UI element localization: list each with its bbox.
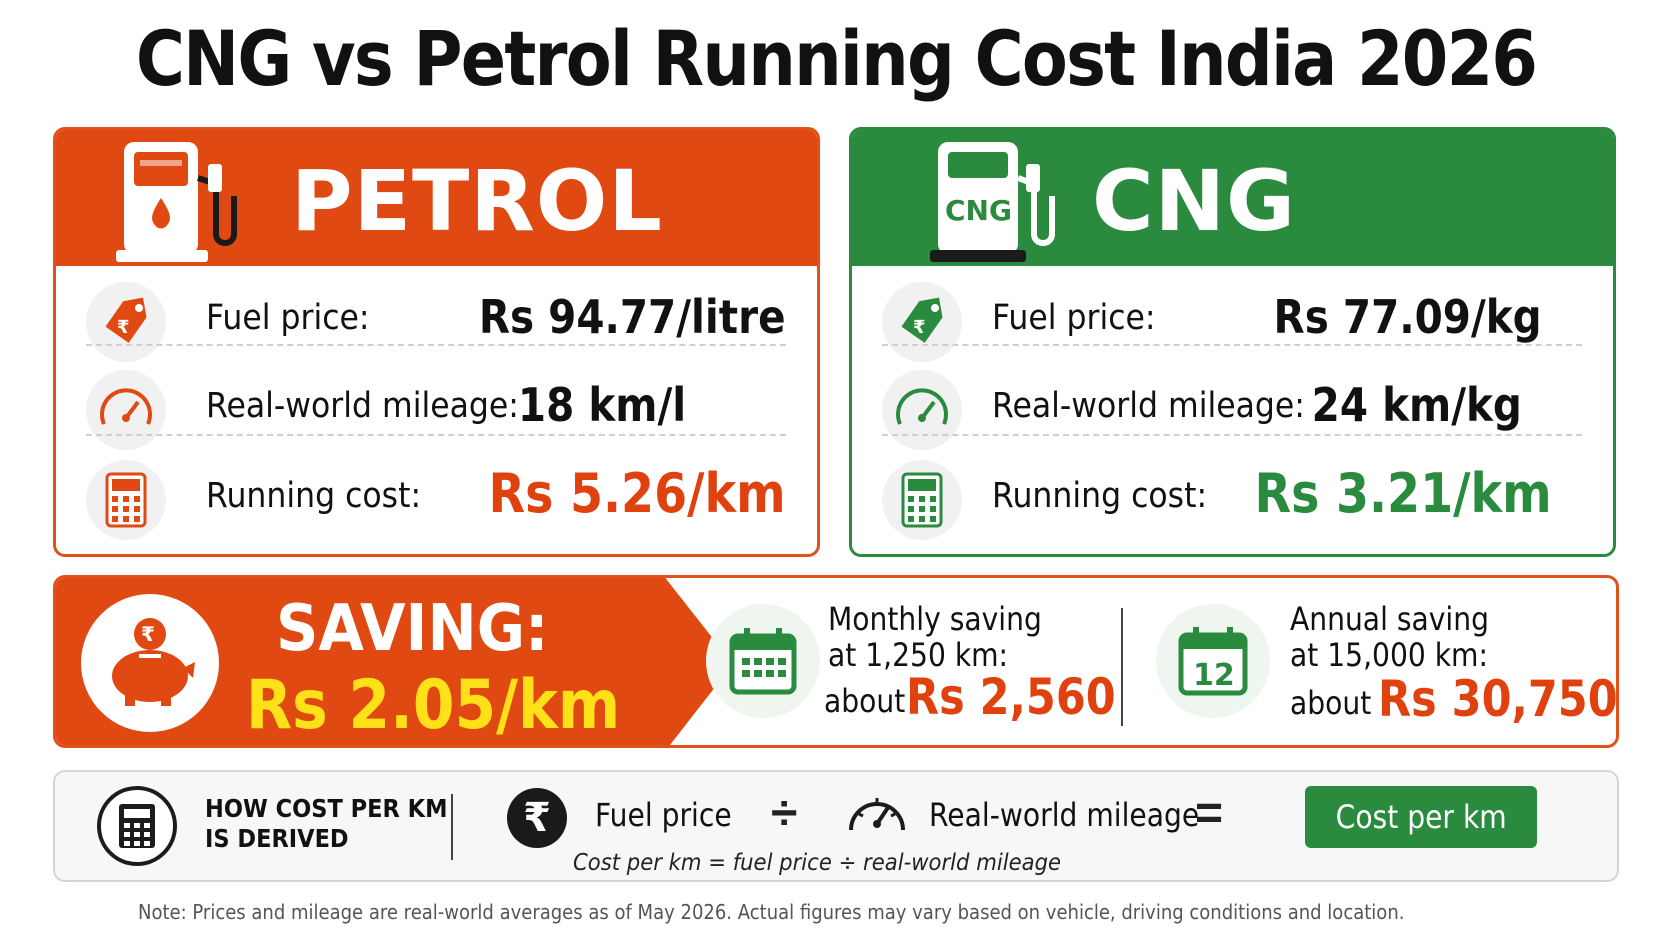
mileage-label: Real-world mileage: xyxy=(206,386,519,426)
annual-saving-amount: Rs 30,750 xyxy=(1378,670,1618,728)
running-cost-value: Rs 3.21/km xyxy=(1254,462,1552,525)
speedometer-icon xyxy=(845,784,909,845)
monthly-about-label: about xyxy=(824,682,906,720)
monthly-saving-block: Monthly saving at 1,250 km: about Rs 2,5… xyxy=(706,578,1116,745)
calendar-icon xyxy=(706,604,820,718)
running-cost-label: Running cost: xyxy=(206,476,422,516)
annual-about-label: about xyxy=(1290,684,1372,722)
cost-per-km-label: Cost per km xyxy=(1335,798,1507,836)
annual-saving-block: 12 Annual saving at 15,000 km: about Rs … xyxy=(1156,578,1618,745)
fuel-price-value: Rs 94.77/litre xyxy=(479,290,786,344)
annual-saving-line1: Annual saving xyxy=(1290,600,1489,638)
formula-divider xyxy=(451,794,453,860)
fuel-pump-icon xyxy=(116,142,237,262)
mileage-value: 18 km/l xyxy=(517,378,686,432)
price-tag-icon: ₹ xyxy=(86,282,166,362)
row-divider xyxy=(86,344,786,346)
cng-pump-icon: CNG xyxy=(930,142,1055,262)
cng-running-cost-row: Running cost: Rs 3.21/km xyxy=(882,448,1582,544)
speedometer-icon xyxy=(86,370,166,450)
formula-equation: Cost per km = fuel price ÷ real-world mi… xyxy=(573,850,1062,876)
svg-text:₹: ₹ xyxy=(913,317,926,338)
formula-bar: HOW COST PER KM IS DERIVED ₹ Fuel price … xyxy=(53,770,1619,882)
formula-heading: HOW COST PER KM IS DERIVED xyxy=(205,794,447,854)
petrol-running-cost-row: Running cost: Rs 5.26/km xyxy=(86,448,786,544)
saving-per-km-value: Rs 2.05/km xyxy=(246,666,621,745)
price-tag-icon: ₹ xyxy=(882,282,962,362)
calculator-icon xyxy=(882,460,962,540)
cng-card: CNG CNG ₹ Fuel price: Rs 77.09/kg Real-w… xyxy=(849,127,1616,557)
petrol-card-header: PETROL xyxy=(56,130,817,266)
petrol-label: PETROL xyxy=(291,152,663,250)
cng-fuel-price-row: ₹ Fuel price: Rs 77.09/kg xyxy=(882,270,1582,366)
saving-divider xyxy=(1121,608,1123,726)
calendar-number: 12 xyxy=(1193,658,1235,693)
petrol-card: PETROL ₹ Fuel price: Rs 94.77/litre Real… xyxy=(53,127,820,557)
svg-text:₹: ₹ xyxy=(141,622,155,646)
page-title: CNG vs Petrol Running Cost India 2026 xyxy=(135,14,1538,103)
svg-text:₹: ₹ xyxy=(117,317,130,338)
speedometer-icon xyxy=(882,370,962,450)
cost-per-km-badge: Cost per km xyxy=(1305,786,1537,848)
saving-banner: ₹ SAVING: Rs 2.05/km Monthly saving at 1… xyxy=(53,575,1619,748)
cng-mileage-row: Real-world mileage: 24 km/kg xyxy=(882,358,1582,454)
equals-symbol: = xyxy=(1195,787,1224,840)
saving-label: SAVING: xyxy=(276,592,549,666)
saving-arrow-shape xyxy=(56,578,733,745)
divide-symbol: ÷ xyxy=(771,787,798,840)
footnote: Note: Prices and mileage are real-world … xyxy=(138,900,1405,924)
row-divider xyxy=(882,344,1582,346)
fuel-price-label: Fuel price: xyxy=(992,298,1156,338)
fuel-price-label: Fuel price: xyxy=(206,298,370,338)
row-divider xyxy=(86,434,786,436)
fuel-price-value: Rs 77.09/kg xyxy=(1273,290,1542,344)
rupee-icon: ₹ xyxy=(507,788,567,848)
annual-saving-line2: at 15,000 km: xyxy=(1290,636,1488,674)
mileage-value: 24 km/kg xyxy=(1311,378,1522,432)
formula-heading-line2: IS DERIVED xyxy=(205,824,349,853)
cng-pump-text: CNG xyxy=(945,194,1012,227)
petrol-mileage-row: Real-world mileage: 18 km/l xyxy=(86,358,786,454)
row-divider xyxy=(882,434,1582,436)
formula-heading-line1: HOW COST PER KM xyxy=(205,794,448,823)
calculator-icon xyxy=(86,460,166,540)
monthly-saving-amount: Rs 2,560 xyxy=(906,668,1116,726)
monthly-saving-line2: at 1,250 km: xyxy=(828,636,1009,674)
running-cost-label: Running cost: xyxy=(992,476,1208,516)
mileage-label: Real-world mileage: xyxy=(992,386,1305,426)
cng-label: CNG xyxy=(1092,152,1296,250)
piggy-bank-icon: ₹ xyxy=(81,594,219,732)
formula-mileage: Real-world mileage xyxy=(929,796,1200,834)
running-cost-value: Rs 5.26/km xyxy=(488,462,786,525)
calendar-icon: 12 xyxy=(1156,604,1270,718)
calculator-icon xyxy=(97,786,177,866)
cng-card-header: CNG CNG xyxy=(852,130,1613,266)
petrol-fuel-price-row: ₹ Fuel price: Rs 94.77/litre xyxy=(86,270,786,366)
monthly-saving-line1: Monthly saving xyxy=(828,600,1042,638)
formula-fuel-price: Fuel price xyxy=(595,796,732,834)
